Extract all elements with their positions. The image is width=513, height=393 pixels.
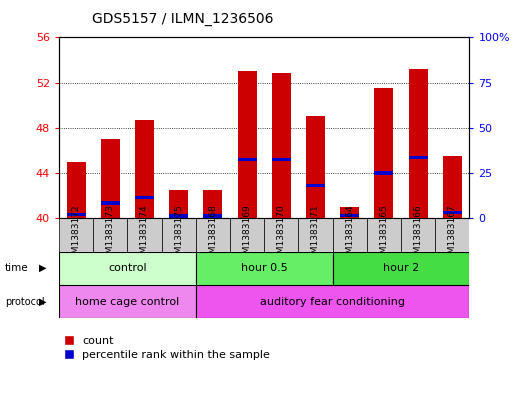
Bar: [135, 195, 154, 199]
Text: GSM1383172: GSM1383172: [72, 204, 81, 265]
Bar: [367, 218, 401, 252]
Text: GSM1383168: GSM1383168: [208, 204, 218, 265]
Text: time: time: [5, 263, 29, 273]
Text: GSM1383173: GSM1383173: [106, 204, 115, 265]
Bar: [443, 211, 462, 215]
Text: GSM1383167: GSM1383167: [448, 204, 457, 265]
Bar: [204, 215, 222, 218]
Bar: [306, 116, 325, 218]
Text: home cage control: home cage control: [75, 297, 180, 307]
Bar: [196, 218, 230, 252]
Text: control: control: [108, 263, 147, 273]
Bar: [409, 69, 427, 218]
Bar: [264, 218, 299, 252]
Text: GSM1383175: GSM1383175: [174, 204, 183, 265]
Text: auditory fear conditioning: auditory fear conditioning: [260, 297, 405, 307]
Bar: [59, 218, 93, 252]
Bar: [435, 218, 469, 252]
Text: GSM1383164: GSM1383164: [345, 204, 354, 265]
Bar: [272, 73, 291, 218]
Text: GSM1383170: GSM1383170: [277, 204, 286, 265]
Bar: [374, 88, 393, 218]
Bar: [443, 156, 462, 218]
Bar: [238, 158, 256, 161]
Text: GSM1383166: GSM1383166: [413, 204, 423, 265]
Text: ▶: ▶: [38, 297, 46, 307]
Legend: count, percentile rank within the sample: count, percentile rank within the sample: [65, 336, 270, 360]
Bar: [127, 218, 162, 252]
Bar: [230, 218, 264, 252]
Bar: [401, 218, 435, 252]
Bar: [169, 190, 188, 218]
Bar: [67, 162, 86, 218]
Text: GSM1383171: GSM1383171: [311, 204, 320, 265]
Bar: [196, 285, 469, 318]
Bar: [340, 207, 359, 218]
Bar: [238, 71, 256, 218]
Text: GSM1383169: GSM1383169: [243, 204, 251, 265]
Text: GSM1383165: GSM1383165: [380, 204, 388, 265]
Text: GSM1383174: GSM1383174: [140, 204, 149, 265]
Bar: [59, 285, 196, 318]
Bar: [101, 201, 120, 204]
Bar: [299, 218, 332, 252]
Bar: [59, 252, 196, 285]
Bar: [374, 171, 393, 175]
Bar: [169, 215, 188, 218]
Text: GDS5157 / ILMN_1236506: GDS5157 / ILMN_1236506: [92, 11, 273, 26]
Bar: [306, 184, 325, 187]
Bar: [67, 213, 86, 216]
Text: hour 0.5: hour 0.5: [241, 263, 288, 273]
Bar: [409, 156, 427, 159]
Bar: [204, 190, 222, 218]
Bar: [162, 218, 196, 252]
Bar: [332, 218, 367, 252]
Bar: [332, 252, 469, 285]
Bar: [340, 213, 359, 217]
Bar: [93, 218, 127, 252]
Text: ▶: ▶: [38, 263, 46, 273]
Bar: [196, 252, 332, 285]
Bar: [135, 120, 154, 218]
Bar: [272, 158, 291, 161]
Text: hour 2: hour 2: [383, 263, 419, 273]
Text: protocol: protocol: [5, 297, 45, 307]
Bar: [101, 139, 120, 218]
